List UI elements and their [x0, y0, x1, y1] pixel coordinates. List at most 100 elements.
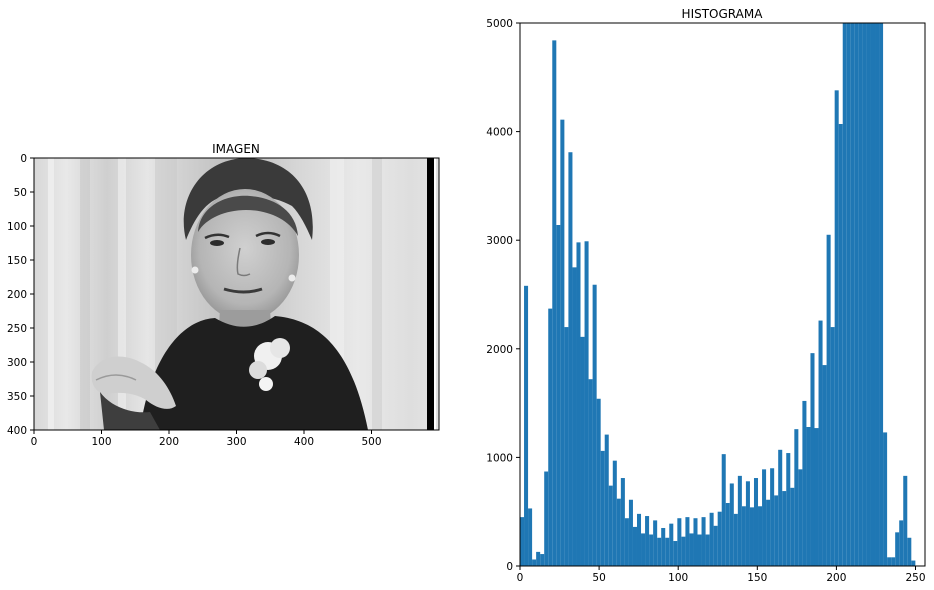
- histogram-bar: [794, 429, 799, 566]
- histogram-bar: [883, 432, 888, 566]
- histogram-y-tick-label: 0: [506, 561, 513, 573]
- image-y-tick-label: 350: [7, 391, 27, 403]
- histogram-bar: [854, 23, 859, 566]
- image-y-tick-label: 400: [7, 425, 27, 437]
- image-y-tick-label: 200: [7, 289, 27, 301]
- histogram-bars: [520, 23, 916, 567]
- histogram-bar: [701, 517, 706, 566]
- histogram-y-tick-label: 3000: [486, 235, 513, 247]
- histogram-bar: [661, 527, 666, 566]
- histogram-y-tick-label: 4000: [486, 127, 513, 139]
- histogram-bar: [588, 379, 593, 566]
- image-y-tick-label: 100: [7, 221, 27, 233]
- histogram-bar: [842, 23, 847, 566]
- image-y-tick-label: 300: [7, 357, 27, 369]
- histogram-bar: [830, 327, 835, 566]
- histogram-bar: [544, 471, 549, 566]
- histogram-bar: [657, 537, 662, 566]
- histogram-bar: [737, 475, 742, 566]
- histogram-bar: [612, 460, 617, 566]
- histogram-bar: [616, 498, 621, 566]
- image-y-tick-label: 0: [20, 153, 27, 165]
- histogram-x-tick-label: 100: [668, 572, 688, 584]
- histogram-bar: [665, 537, 670, 566]
- histogram-bar: [697, 534, 702, 566]
- histogram-bar: [600, 450, 605, 566]
- image-x-tick-label: 400: [294, 436, 314, 448]
- histogram-bar: [895, 532, 900, 566]
- image-x-tick-label: 500: [361, 436, 381, 448]
- histogram-bar: [717, 511, 722, 566]
- histogram-bar: [628, 499, 633, 566]
- histogram-bar: [592, 284, 597, 566]
- histogram-bar: [713, 525, 718, 566]
- histogram-bar: [681, 536, 686, 566]
- histogram-bar: [620, 478, 625, 566]
- histogram-bar: [669, 523, 674, 566]
- histogram-bar: [568, 152, 573, 566]
- histogram-bar: [685, 517, 690, 566]
- histogram-bar: [741, 506, 746, 566]
- histogram-bar: [866, 23, 871, 566]
- histogram-bar: [584, 241, 589, 566]
- histogram-y-tick-label: 1000: [486, 452, 513, 464]
- histogram-bar: [822, 365, 827, 566]
- histogram-bar: [802, 400, 807, 566]
- histogram-bar: [520, 517, 525, 566]
- image-x-tick-label: 300: [226, 436, 246, 448]
- portrait-photo: [34, 158, 439, 430]
- histogram-bar: [725, 503, 730, 566]
- histogram-bar: [887, 557, 892, 566]
- histogram-bar: [899, 520, 904, 566]
- histogram-bar: [556, 224, 561, 566]
- histogram-bar: [729, 483, 734, 566]
- histogram-x-tick-label: 150: [747, 572, 767, 584]
- histogram-bar: [786, 453, 791, 566]
- histogram-bar: [903, 475, 908, 566]
- histogram-y-tick-label: 5000: [486, 18, 513, 30]
- histogram-bar: [572, 267, 577, 566]
- histogram-bar: [560, 119, 565, 567]
- histogram-bar: [862, 23, 867, 566]
- image-title: IMAGEN: [212, 142, 260, 156]
- histogram-bar: [846, 23, 851, 566]
- histogram-bar: [911, 560, 916, 566]
- histogram-bar: [790, 487, 795, 566]
- histogram-bar: [766, 499, 771, 566]
- image-y-tick-label: 150: [7, 255, 27, 267]
- histogram-bar: [870, 23, 876, 566]
- histogram-bar: [536, 551, 541, 566]
- histogram-bar: [709, 512, 714, 566]
- histogram-bar: [778, 449, 783, 566]
- histogram-title: HISTOGRAMA: [682, 7, 764, 21]
- histogram-bar: [782, 491, 787, 566]
- histogram-bar: [806, 426, 811, 566]
- image-x-axis: 0 100 200 300 400 500: [31, 430, 382, 448]
- histogram-bar: [649, 534, 654, 566]
- histogram-bar: [608, 485, 613, 566]
- image-y-tick-label: 250: [7, 323, 27, 335]
- histogram-bar: [762, 469, 767, 566]
- histogram-bar: [705, 534, 710, 566]
- image-y-axis: 0 50 100 150 200 250 300 350 400: [7, 153, 34, 437]
- histogram-bar: [749, 507, 754, 566]
- histogram-bar: [907, 537, 912, 566]
- histogram-axes: HISTOGRAMA 0 50 100 150 200 250 0 1000 2000 3000…: [486, 7, 925, 584]
- image-y-tick-label: 50: [14, 187, 27, 199]
- histogram-bar: [858, 23, 863, 566]
- histogram-y-axis: 0 1000 2000 3000 4000 5000: [486, 18, 520, 573]
- histogram-frame: [519, 22, 926, 567]
- histogram-bar: [745, 481, 750, 566]
- image-x-tick-label: 0: [31, 436, 38, 448]
- histogram-bar: [758, 506, 763, 566]
- histogram-bar: [879, 23, 884, 566]
- histogram-x-tick-label: 200: [826, 572, 846, 584]
- histogram-bar: [532, 559, 537, 566]
- histogram-bar: [770, 468, 775, 566]
- histogram-x-axis: 0 50 100 150 200 250: [517, 566, 926, 584]
- histogram-bar: [891, 557, 896, 566]
- histogram-bar: [632, 526, 637, 566]
- histogram-x-tick-label: 50: [592, 572, 605, 584]
- histogram-bar: [580, 336, 585, 566]
